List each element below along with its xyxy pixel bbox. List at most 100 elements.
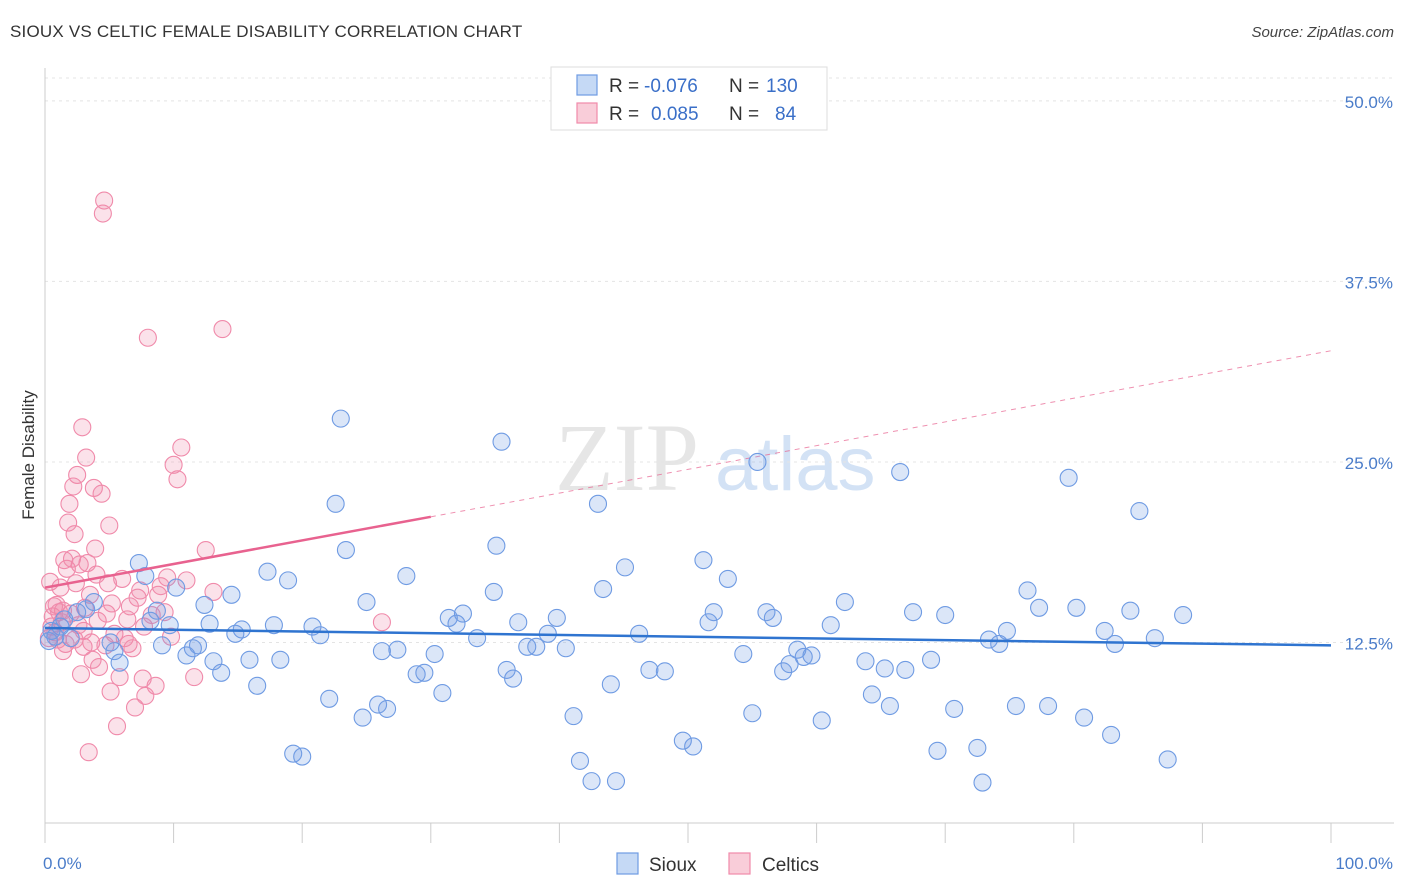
sioux-point-101 [875,659,894,678]
sioux-point-81 [684,737,703,756]
sioux-point-91 [774,662,793,681]
celtics-point-73 [47,595,66,614]
sioux-series-label: Sioux [649,855,697,876]
sioux-point-69 [564,707,583,726]
celtics-point-42 [98,574,118,593]
sioux-point-83 [699,613,718,632]
celtics-point-60 [146,676,165,695]
sioux-point-80 [673,731,692,750]
sioux-point-5 [61,629,80,648]
sioux-point-118 [1039,696,1058,716]
source-label: Source: ZipAtlas.com [1251,24,1394,41]
sioux-point-44 [357,592,376,612]
sioux-point-106 [922,650,941,669]
celtics-point-32 [83,650,102,669]
sioux-point-86 [734,644,753,664]
celtics-point-69 [185,668,204,687]
sioux-point-43 [353,708,372,727]
sioux-point-123 [1102,725,1121,744]
sioux-point-107 [928,741,947,760]
sioux-point-129 [1174,605,1193,625]
sioux-point-102 [880,696,899,716]
x-tick-label-max: 100.0% [1335,854,1393,873]
sioux-point-33 [271,650,290,669]
celtics-point-58 [138,328,157,347]
sioux-point-92 [780,655,799,674]
celtics-point-78 [101,682,120,701]
sioux-point-104 [896,660,915,679]
sioux-point-87 [743,704,762,723]
celtics-point-67 [172,438,191,457]
sioux-point-19 [177,646,196,665]
celtics-point-23 [71,665,91,684]
sioux-point-48 [388,640,407,659]
celtics-point-38 [93,204,112,223]
sioux-point-111 [973,773,992,792]
celtics-series-label-swatch [728,852,751,875]
sioux-point-59 [487,536,506,555]
sioux-point-128 [1158,750,1177,769]
sioux-point-17 [160,616,179,635]
sioux-point-88 [748,452,767,471]
sioux-point-78 [640,660,659,679]
sioux-point-67 [547,608,566,627]
celtics-point-17 [64,477,83,496]
sioux-point-100 [862,685,881,704]
y-tick-label-3: 50.0% [1345,93,1393,112]
sioux-point-13 [136,566,155,586]
sioux-point-79 [655,662,674,681]
sioux-point-74 [601,675,620,694]
gridlines [45,77,1394,643]
sioux-point-94 [794,647,813,666]
celtics-point-72 [213,320,232,339]
y-tick-label-1: 25.0% [1345,454,1393,473]
sioux-point-121 [1075,708,1094,727]
sioux-point-57 [468,629,487,648]
sioux-point-16 [152,636,172,655]
sioux-point-53 [433,683,452,703]
celtics-point-39 [95,191,114,210]
celtics-point-54 [128,588,147,607]
sioux-point-115 [1006,696,1025,716]
axes [44,68,1394,843]
sioux-r-label: R = [609,76,639,97]
celtics-point-34 [86,539,105,558]
sioux-point-65 [527,637,546,656]
celtics-point-75 [65,525,84,544]
sioux-point-90 [763,608,782,627]
celtics-point-55 [131,581,150,600]
sioux-point-38 [311,626,330,645]
chart-title: SIOUX VS CELTIC FEMALE DISABILITY CORREL… [10,22,523,41]
celtics-point-37 [92,484,111,503]
sioux-point-77 [630,624,649,643]
sioux-point-41 [331,409,350,428]
sioux-point-72 [588,494,608,513]
sioux-point-117 [1030,598,1049,617]
sioux-point-109 [945,699,964,718]
correlation-legend: R = -0.076 N = 130 R = 0.085 N = 84 [550,66,828,131]
sioux-point-96 [812,711,831,730]
sioux-point-105 [903,603,923,622]
celtics-trend-line [44,515,432,589]
sioux-point-15 [147,601,166,620]
sioux-point-8 [84,592,103,612]
celtics-n-label: N = [729,104,759,125]
celtics-r-value: 0.085 [651,104,699,125]
x-tick-label-min: 0.0% [43,854,82,873]
sioux-point-124 [1105,634,1125,653]
sioux-point-47 [378,699,397,718]
sioux-point-103 [891,463,910,482]
sioux-point-62 [504,669,523,688]
celtics-r-label: R = [609,104,639,125]
sioux-point-30 [248,676,267,695]
celtics-point-79 [119,634,138,653]
sioux-point-51 [415,663,434,682]
sioux-point-52 [425,644,444,664]
sioux-point-114 [997,621,1016,640]
sioux-point-68 [556,639,575,658]
celtics-point-82 [372,613,391,632]
celtics-point-53 [125,698,145,717]
celtics-series-label: Celtics [762,855,819,876]
celtics-point-20 [68,465,87,484]
watermark-atlas: atlas [715,422,876,507]
